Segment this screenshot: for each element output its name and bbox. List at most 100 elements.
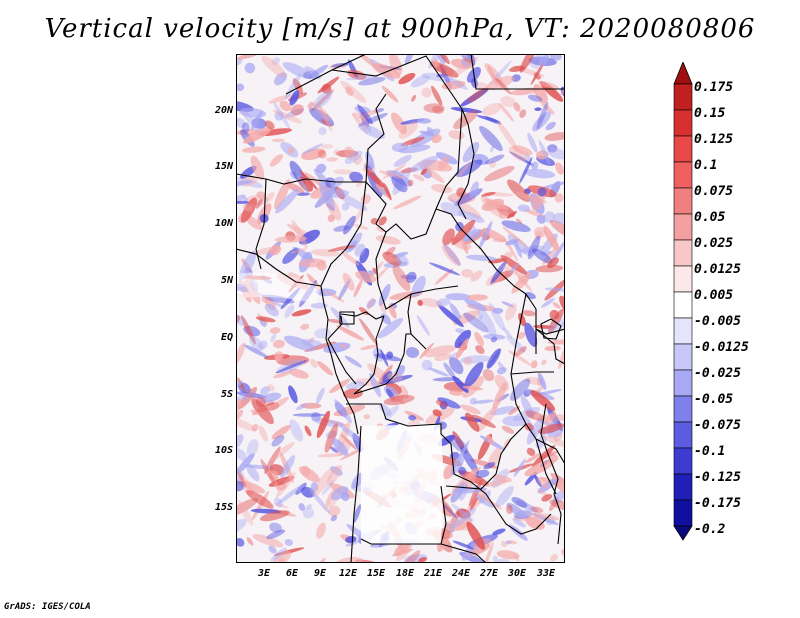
field-patch <box>251 398 274 425</box>
field-patch <box>250 155 265 181</box>
field-patch <box>255 316 276 323</box>
field-patch <box>409 155 439 173</box>
colorbar-label: -0.1 <box>694 444 726 459</box>
lon-label: 12E <box>338 568 358 579</box>
field-patch <box>410 128 441 147</box>
field-patch <box>405 347 420 358</box>
field-patch <box>475 494 495 508</box>
field-patch <box>438 434 455 447</box>
field-patch <box>546 516 556 526</box>
field-patch <box>398 72 416 85</box>
colorbar <box>673 62 693 541</box>
field-patch <box>423 345 456 358</box>
field-patch <box>270 547 287 562</box>
field-patch <box>474 469 490 478</box>
lat-label: 10N <box>214 218 233 229</box>
field-patch <box>492 238 505 243</box>
field-patch <box>536 214 546 224</box>
field-patch <box>359 318 378 346</box>
field-patch <box>506 210 518 219</box>
field-patch <box>378 317 404 339</box>
field-patch <box>476 405 498 432</box>
field-patch <box>538 55 550 66</box>
field-patch <box>524 292 536 300</box>
field-patch <box>405 271 417 284</box>
colorbar-label: 0.05 <box>694 210 726 225</box>
field-patch <box>449 303 461 320</box>
field-patch <box>321 480 334 496</box>
field-patch <box>256 191 267 200</box>
field-patch <box>324 423 338 453</box>
border-rwanda <box>510 371 554 375</box>
field-patch <box>318 104 333 132</box>
field-patch <box>479 125 503 152</box>
lake-victoria <box>540 318 562 340</box>
field-patch <box>455 159 483 178</box>
field-patch <box>535 264 564 273</box>
field-patch <box>236 453 255 474</box>
field-patch <box>236 409 244 419</box>
field-patch <box>448 352 459 359</box>
field-patch <box>465 468 477 492</box>
border-car-sudan <box>435 208 527 295</box>
field-patch <box>339 424 367 446</box>
colorbar-segment <box>673 343 693 371</box>
field-patch <box>501 301 515 308</box>
field-patch <box>475 345 485 355</box>
field-patch <box>388 304 397 319</box>
field-patch <box>369 372 382 398</box>
field-patch <box>232 434 244 449</box>
field-patch <box>316 387 325 404</box>
field-patch <box>282 248 299 264</box>
field-patch <box>289 419 304 442</box>
border-car-congo <box>407 293 427 350</box>
lon-label: 18E <box>395 568 415 579</box>
field-patch <box>389 394 405 403</box>
field-patch <box>544 411 557 426</box>
field-patch <box>360 344 378 350</box>
field-patch <box>235 117 246 129</box>
colorbar-segment <box>673 135 693 163</box>
field-patch <box>246 439 259 457</box>
lat-label: 15N <box>214 161 233 172</box>
field-patch <box>299 170 319 191</box>
field-patch <box>327 245 356 252</box>
field-patch <box>246 463 260 482</box>
field-patch <box>296 174 309 194</box>
colorbar-label: 0.175 <box>694 80 734 95</box>
lon-label: 30E <box>507 568 527 579</box>
field-patch <box>486 434 495 445</box>
field-patch <box>419 298 443 308</box>
field-patch <box>530 506 544 513</box>
colorbar-label: 0.15 <box>694 106 726 121</box>
colorbar-label: -0.05 <box>694 392 734 407</box>
field-patch <box>391 112 407 135</box>
field-patch <box>408 415 417 421</box>
field-patch <box>460 404 481 415</box>
field-patch <box>449 357 464 375</box>
field-patch <box>541 298 555 308</box>
field-patch <box>531 445 556 468</box>
field-patch <box>304 66 322 80</box>
field-patch <box>552 491 565 504</box>
field-patch <box>474 331 485 347</box>
field-patch <box>239 250 257 281</box>
field-patch <box>292 413 326 417</box>
field-patch <box>307 101 314 109</box>
field-patch <box>432 377 460 382</box>
field-patch <box>512 518 526 528</box>
field-patch <box>509 262 520 274</box>
field-patch <box>317 453 343 458</box>
field-patch <box>268 476 295 487</box>
field-patch <box>466 521 485 550</box>
border-niger-nigeria <box>235 173 366 185</box>
field-patch <box>497 121 517 149</box>
border-nigeria-cameroon <box>320 181 367 287</box>
field-patch <box>417 299 423 306</box>
field-patch <box>464 361 484 388</box>
field-patch <box>441 244 461 266</box>
field-patch <box>237 386 258 410</box>
field-patch <box>445 293 471 301</box>
colorbar-segment <box>673 473 693 501</box>
field-patch <box>419 342 434 359</box>
